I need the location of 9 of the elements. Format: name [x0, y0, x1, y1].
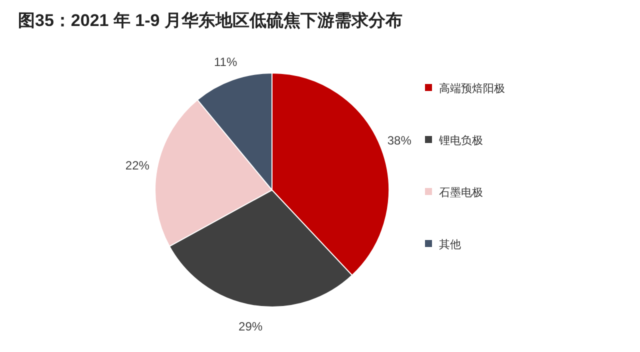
- data-label: 29%: [238, 319, 263, 334]
- data-label: 11%: [214, 55, 238, 70]
- legend-label: 其他: [439, 238, 461, 251]
- data-label: 38%: [387, 134, 412, 148]
- legend-label: 石墨电极: [439, 186, 483, 199]
- legend-label: 高端预焙阳极: [439, 82, 505, 95]
- data-label: 22%: [125, 158, 150, 172]
- legend-label: 锂电负极: [438, 134, 483, 147]
- chart-title: 图35：2021 年 1-9 月华东地区低硫焦下游需求分布: [18, 11, 402, 30]
